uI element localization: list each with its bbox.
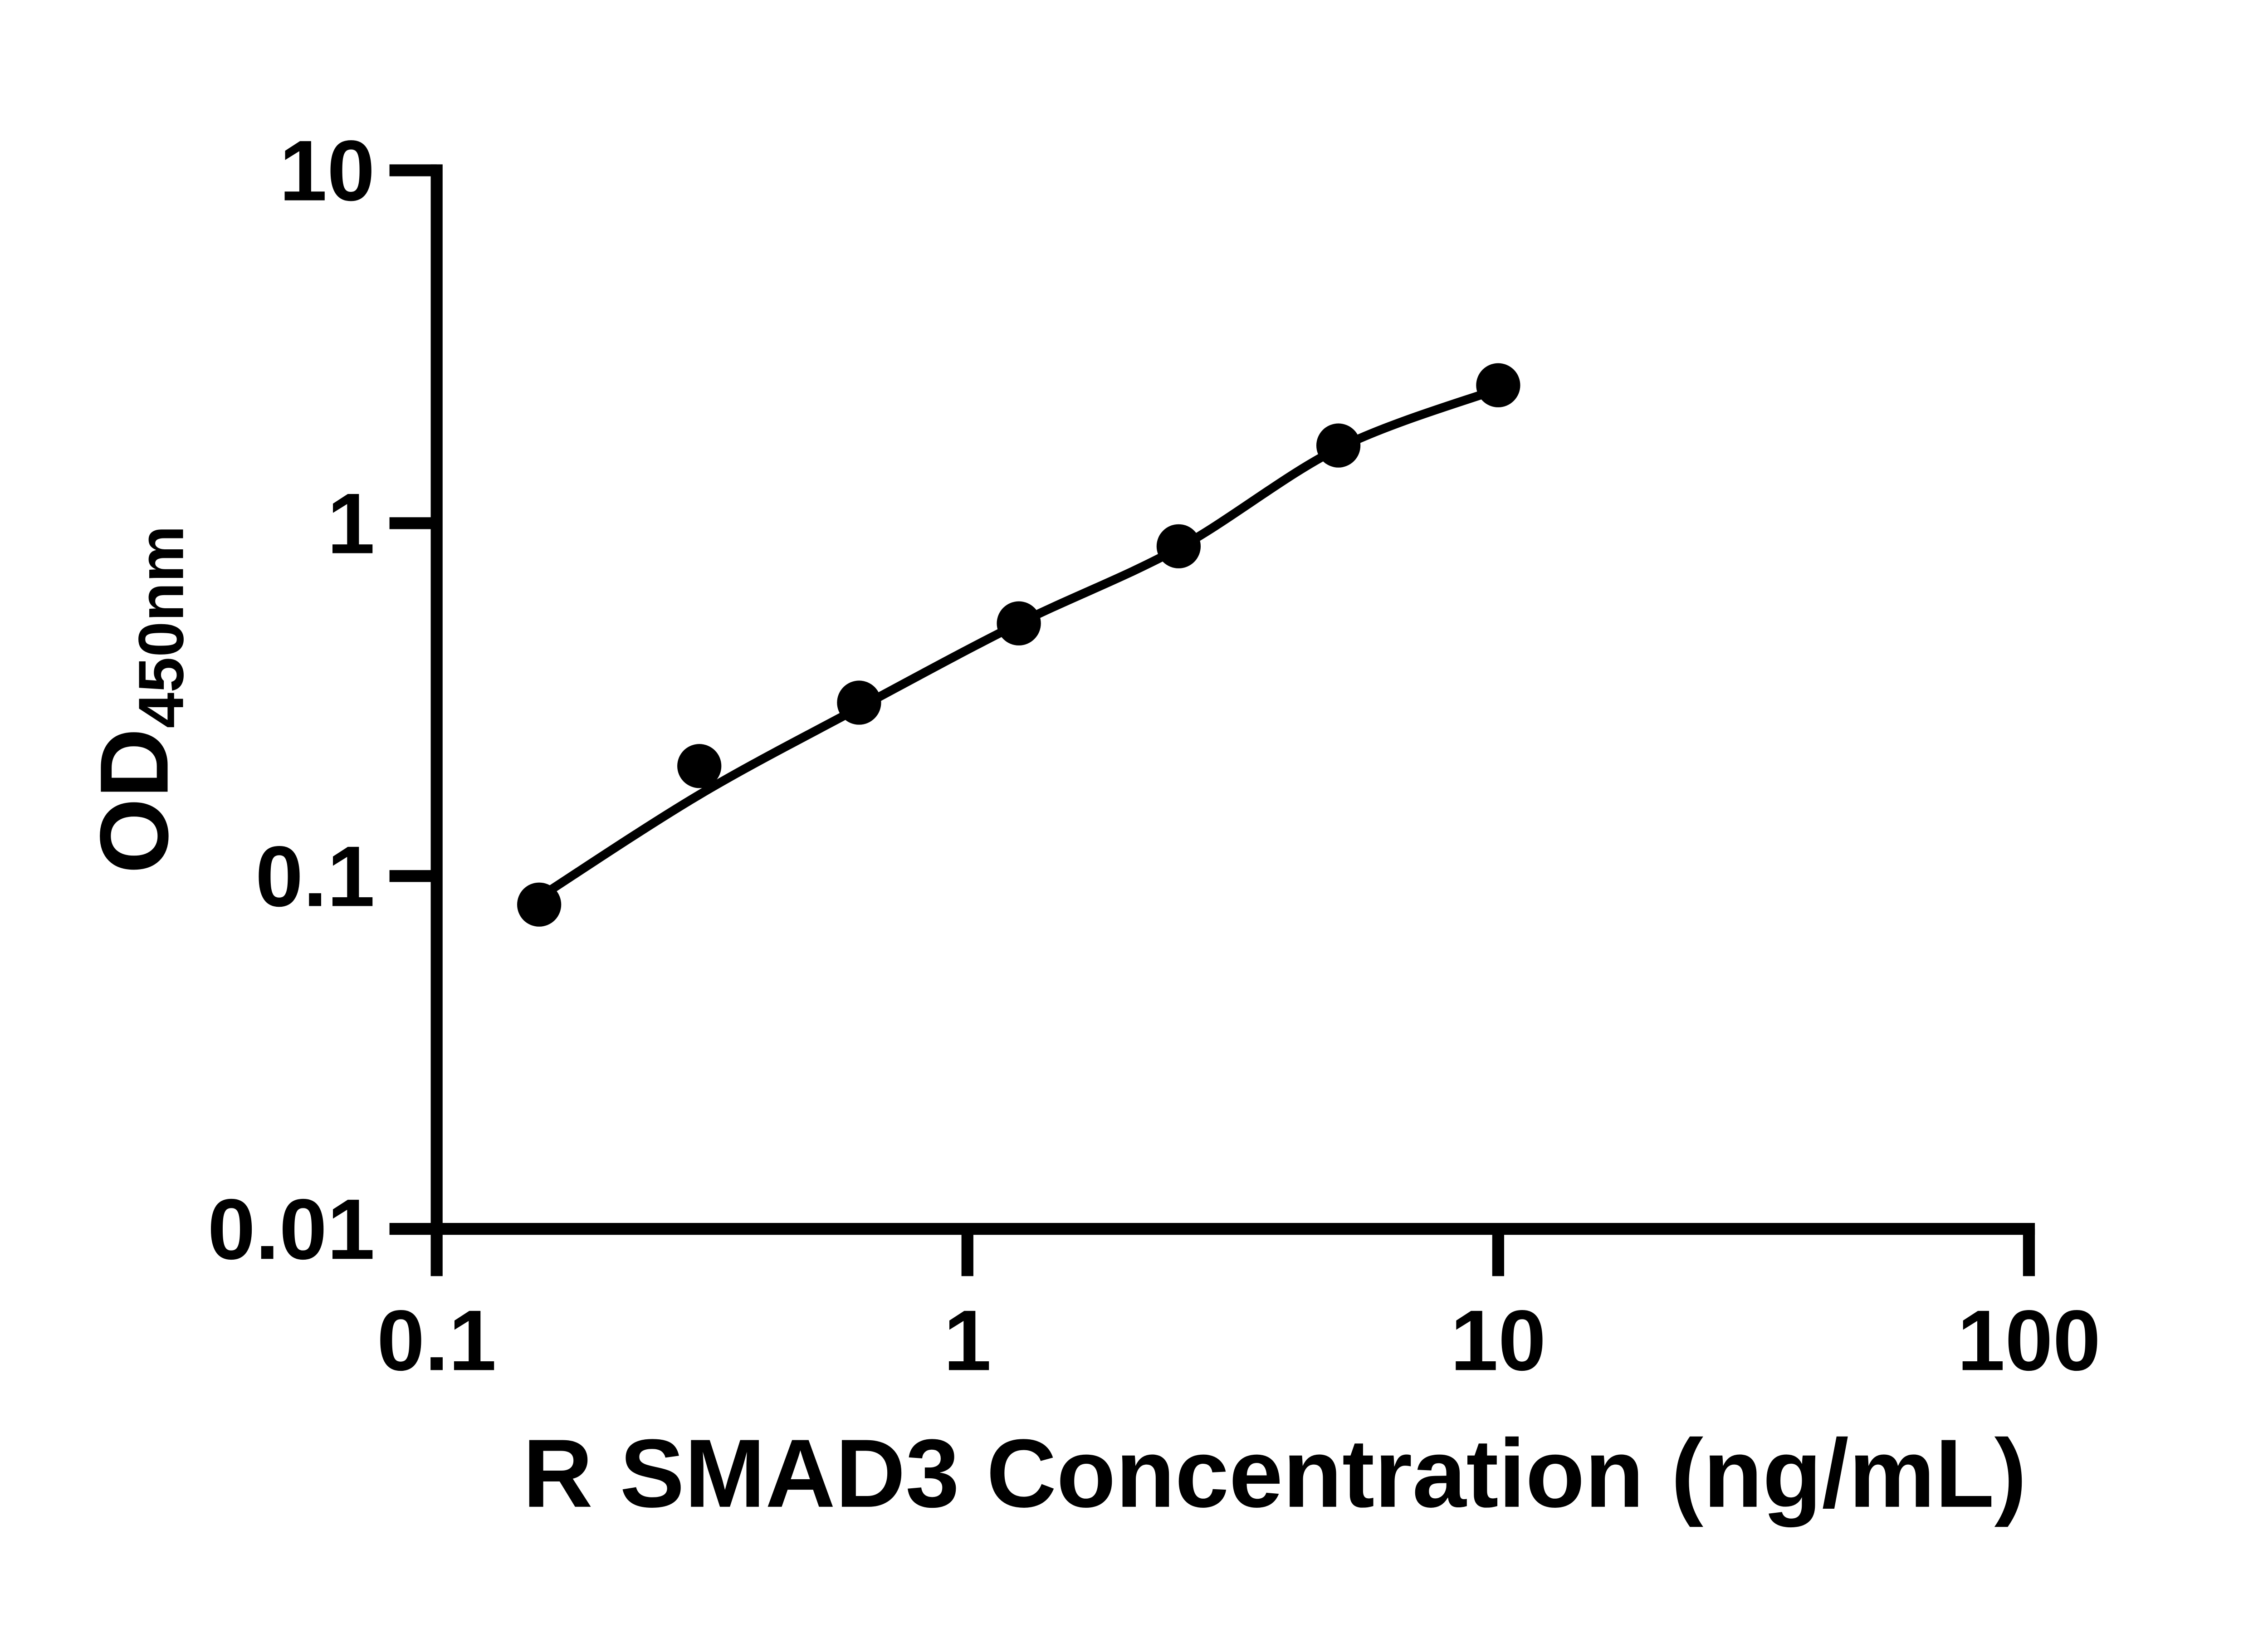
y-axis-tick-label: 1 xyxy=(327,475,375,572)
y-axis-title-subscript: 450nm xyxy=(125,526,197,728)
x-axis-tick-label: 0.1 xyxy=(377,1292,497,1389)
y-axis-title: OD450nm xyxy=(80,526,197,874)
data-point xyxy=(1316,423,1361,468)
x-axis-tick-label: 100 xyxy=(1957,1292,2101,1389)
data-point xyxy=(517,882,562,927)
x-axis-title: R SMAD3 Concentration (ng/mL) xyxy=(523,1419,2026,1528)
data-point xyxy=(677,744,722,788)
data-point xyxy=(837,680,881,725)
data-point xyxy=(1156,524,1201,568)
y-axis-tick-label: 0.01 xyxy=(207,1181,375,1277)
x-axis-tick-label: 1 xyxy=(943,1292,991,1389)
figure-background xyxy=(0,22,2268,1611)
x-axis-tick-label: 10 xyxy=(1450,1292,1546,1389)
data-point xyxy=(1476,363,1520,407)
data-point xyxy=(997,601,1041,645)
y-axis-tick-label: 0.1 xyxy=(255,828,375,924)
y-axis-title-main: OD xyxy=(80,728,189,874)
y-axis-tick-label: 10 xyxy=(279,123,375,219)
